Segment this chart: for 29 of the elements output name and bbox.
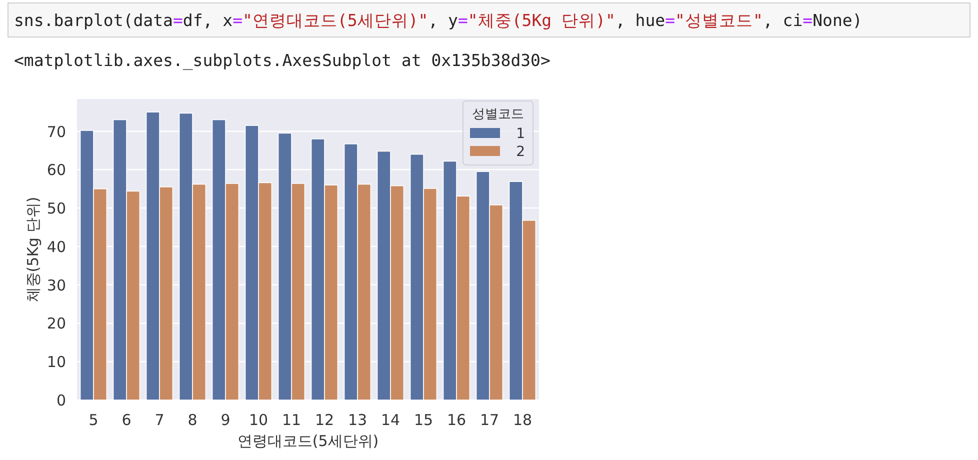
y-axis-title: 체중(5Kg 단위) bbox=[24, 196, 42, 302]
x-tick-label: 18 bbox=[512, 411, 532, 429]
x-tick-label: 15 bbox=[414, 411, 434, 429]
x-tick-label: 17 bbox=[480, 411, 500, 429]
y-tick-label: 60 bbox=[46, 161, 66, 180]
x-tick-label: 14 bbox=[380, 411, 400, 429]
x-tick-label: 5 bbox=[88, 411, 98, 429]
text: 1 bbox=[516, 126, 525, 142]
y-tick-label: 70 bbox=[46, 122, 66, 141]
x-tick-label: 8 bbox=[188, 411, 198, 429]
y-tick-label: 40 bbox=[46, 238, 66, 256]
text: <matplotlib.axes._subplots.AxesSubplot at 0x135b38d30> bbox=[14, 51, 550, 70]
legend-label: 2 bbox=[516, 144, 525, 160]
x-tick-label: 13 bbox=[348, 411, 368, 429]
x-tick-label: 9 bbox=[220, 411, 230, 429]
x-tick-label: 12 bbox=[314, 411, 334, 429]
x-tick-label: 11 bbox=[282, 411, 302, 429]
legend-title: 성별코드 bbox=[472, 107, 524, 122]
x-tick-label: 16 bbox=[446, 411, 466, 429]
x-tick-label: 7 bbox=[154, 411, 164, 429]
x-tick-label: 6 bbox=[122, 411, 132, 429]
y-tick-label: 50 bbox=[46, 200, 66, 218]
y-tick-label: 20 bbox=[46, 314, 66, 333]
y-tick-label: 30 bbox=[46, 276, 66, 294]
text: sns.barplot(data=df, x="연령대코드(5세단위)", y="체중(5Kg 단위)", hue="성별코드", ci=None) bbox=[14, 11, 862, 30]
x-axis-title: 연령대코드(5세단위) bbox=[237, 432, 379, 450]
y-tick-label: 0 bbox=[56, 392, 66, 410]
y-tick-label: 10 bbox=[46, 353, 66, 372]
x-tick-label: 10 bbox=[248, 411, 268, 429]
